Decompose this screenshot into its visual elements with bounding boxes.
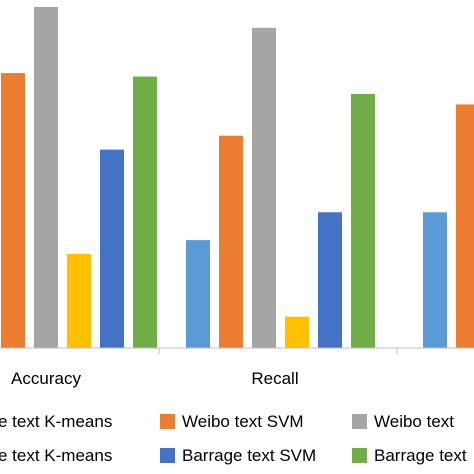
bars-group: [1, 6, 474, 349]
legend-swatch: [160, 448, 175, 463]
legend-label: e text K-means: [0, 412, 112, 431]
bar-6-2: [351, 93, 375, 349]
bar-1-3: [423, 212, 447, 348]
bar-2-1: [1, 73, 25, 348]
bar-1-2: [186, 240, 210, 348]
legend-swatch: [160, 414, 175, 429]
bar-4-1: [67, 254, 91, 348]
bar-6-1: [133, 76, 157, 348]
bar-5-2: [318, 212, 342, 348]
legend-label: e text K-means: [0, 446, 112, 465]
bar-3-1: [34, 6, 58, 349]
legend-swatch: [352, 414, 367, 429]
legend-swatch: [352, 448, 367, 463]
legend: e text K-means Weibo text SVM Weibo text e …: [0, 412, 467, 465]
bar-2-2: [219, 135, 243, 348]
legend-label: Barrage text SVM: [182, 446, 316, 465]
bar-3-2: [252, 27, 276, 349]
bar-4-2: [285, 316, 309, 348]
legend-label: Barrage text: [374, 446, 467, 465]
bar-2-3: [456, 104, 474, 349]
bar-5-1: [100, 149, 124, 348]
category-label: Accuracy: [11, 369, 81, 388]
category-labels: Accuracy Recall: [11, 369, 299, 388]
category-label: Recall: [251, 369, 298, 388]
legend-label: Weibo text: [374, 412, 454, 431]
legend-label: Weibo text SVM: [182, 412, 304, 431]
